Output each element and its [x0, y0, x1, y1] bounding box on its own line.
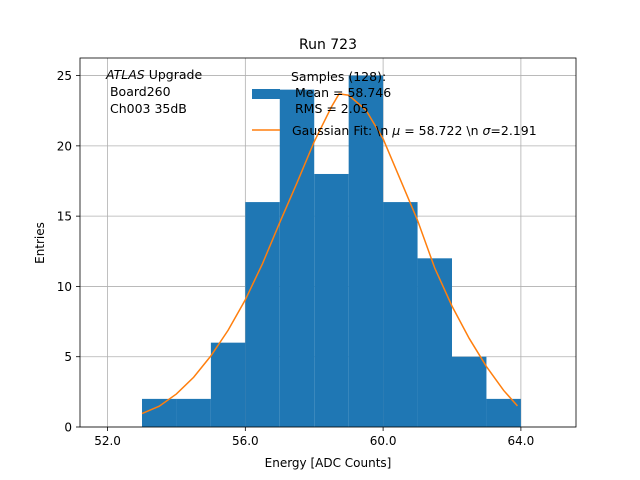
histogram-bars [142, 75, 521, 428]
y-tick-label: 20 [57, 139, 72, 153]
histogram-bar [348, 75, 384, 428]
x-axis-ticks: 52.0 56.0 60.0 64.0 [94, 427, 534, 448]
histogram-bar [279, 89, 315, 427]
plot-frame [79, 57, 577, 428]
legend-hist-swatch [252, 89, 280, 99]
y-axis-ticks: 0 5 10 15 20 25 [57, 69, 80, 435]
x-tick-label: 56.0 [232, 434, 259, 448]
x-axis-label: Energy [ADC Counts] [265, 456, 392, 470]
annotation-board: Board260 [106, 84, 171, 99]
histogram-bar [245, 202, 280, 427]
y-tick-label: 10 [57, 280, 72, 294]
legend-hist-line1: Samples (128): [291, 69, 386, 84]
y-tick-label: 0 [64, 421, 72, 435]
legend: Samples (128): Mean = 58.746 RMS = 2.05 … [252, 69, 537, 138]
y-axis-label: Entries [33, 222, 47, 264]
atlas-annotation: ATLAS Upgrade Board260 Ch003 35dB [105, 67, 202, 116]
legend-fit-label: Gaussian Fit: \n μ = 58.722 \n σ=2.191 [292, 123, 537, 138]
histogram-bar [142, 398, 177, 427]
y-tick-label: 15 [57, 210, 72, 224]
legend-hist-line3: RMS = 2.05 [291, 101, 369, 116]
annotation-italic: ATLAS [105, 67, 145, 82]
x-tick-label: 60.0 [370, 434, 397, 448]
gaussian-fit-line [141, 93, 519, 415]
histogram-bar [176, 398, 211, 427]
annotation-rest: Upgrade [145, 67, 203, 82]
histogram-bar [383, 202, 418, 427]
legend-hist-line2: Mean = 58.746 [291, 85, 391, 100]
chart-title: Run 723 [299, 37, 357, 53]
y-tick-label: 5 [64, 350, 72, 364]
x-tick-label: 52.0 [94, 434, 121, 448]
y-tick-label: 25 [57, 69, 72, 83]
svg-text:ATLAS Upgrade: ATLAS Upgrade [105, 67, 202, 82]
annotation-channel: Ch003 35dB [106, 101, 187, 116]
histogram-bar [417, 258, 452, 427]
histogram-bar [210, 342, 246, 427]
histogram-bar [314, 173, 349, 427]
histogram-bar [452, 356, 487, 427]
x-tick-label: 64.0 [508, 434, 535, 448]
